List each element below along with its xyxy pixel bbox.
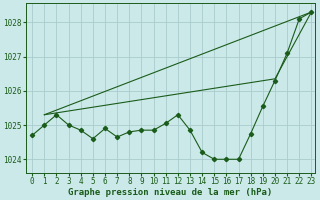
- X-axis label: Graphe pression niveau de la mer (hPa): Graphe pression niveau de la mer (hPa): [68, 188, 273, 197]
